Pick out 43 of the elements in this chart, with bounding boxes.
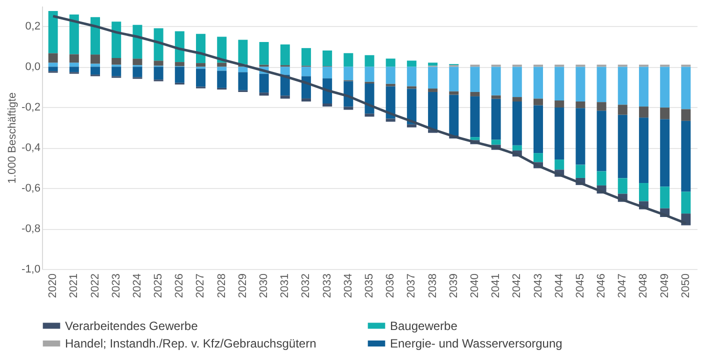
y-tick-label: 0,0 (25, 61, 40, 74)
x-tick-label: 2037 (406, 274, 418, 298)
x-tick-label: 2049 (658, 274, 671, 298)
x-tick-label: 2043 (532, 274, 544, 298)
x-tick-label: 2046 (596, 274, 608, 298)
x-tick-label: 2023 (110, 274, 122, 298)
x-tick-label: 2044 (553, 274, 566, 298)
legend-label: Energie- und Wasserversorgung (390, 336, 562, 350)
y-tick-label: -0,8 (22, 223, 40, 236)
y-tick-label: -0,6 (22, 182, 40, 195)
x-tick-label: 2031 (279, 274, 292, 298)
x-tick-label: 2029 (236, 274, 249, 298)
legend-label: Handel; Instandh./Rep. v. Kfz/Gebrauchsgütern (65, 336, 316, 350)
x-tick-label: 2042 (511, 274, 524, 298)
y-tick-label: -1,0 (22, 264, 40, 276)
x-tick-label: 2036 (384, 274, 397, 298)
x-tick-label: 2034 (342, 274, 354, 298)
x-tick-label: 2038 (426, 274, 439, 298)
x-tick-label: 2040 (468, 274, 481, 298)
x-tick-label: 2030 (258, 274, 270, 298)
x-tick-label: 2025 (152, 274, 165, 298)
y-tick-label: -0,2 (22, 102, 40, 114)
x-tick-label: 2022 (89, 274, 102, 298)
legend-label: Verarbeitendes Gewerbe (65, 318, 198, 333)
x-tick-label: 2032 (300, 274, 312, 298)
x-tick-label: 2041 (490, 274, 502, 298)
x-tick-label: 2028 (216, 274, 228, 298)
x-tick-label: 2026 (174, 274, 186, 298)
x-tick-label: 2027 (194, 274, 207, 298)
legend-label: Baugewerbe (390, 318, 458, 333)
x-tick-label: 2039 (448, 274, 460, 298)
y-tick-label: -0,4 (22, 142, 40, 154)
y-tick-label: 0,2 (25, 20, 40, 33)
y-axis-title: 1.000 Beschäftigte (6, 92, 19, 184)
x-tick-label: 2048 (638, 274, 650, 298)
x-tick-label: 2033 (321, 274, 334, 298)
x-tick-label: 2047 (616, 274, 629, 298)
x-tick-label: 2020 (47, 274, 60, 298)
x-tick-label: 2024 (131, 274, 144, 298)
x-tick-label: 2045 (574, 274, 586, 298)
x-tick-label: 2035 (364, 274, 376, 298)
x-tick-label: 2021 (68, 274, 80, 298)
x-tick-label: 2050 (680, 274, 692, 298)
